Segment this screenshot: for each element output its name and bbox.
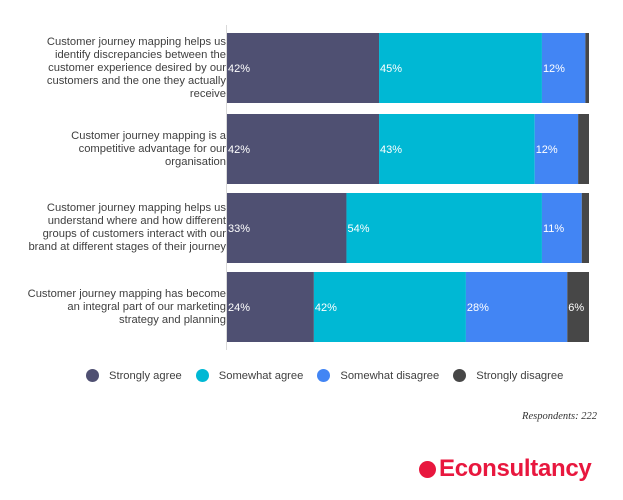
- bar-segment-somewhat-agree: [313, 272, 466, 342]
- category-label-3: Customer journey mapping helps us underst…: [11, 202, 226, 254]
- bar-segment-somewhat-disagree: [541, 193, 582, 263]
- legend-item-somewhat-disagree: Somewhat disagree: [317, 369, 439, 382]
- category-label-2: Customer journey mapping is a competitive…: [11, 130, 226, 169]
- bar-segment-somewhat-disagree: [534, 114, 579, 184]
- bar-segment-somewhat-agree: [379, 114, 535, 184]
- stacked-bar-chart: 42% 45% 12% 42% 43% 12% 33% 54% 11% 24% 42% 28% 6%: [226, 25, 589, 350]
- bar-segment-strongly-agree: [227, 33, 380, 103]
- legend-item-strongly-disagree: Strongly disagree: [453, 369, 563, 382]
- category-label-line: receive: [189, 87, 226, 100]
- category-label-4: Customer journey mapping has become an in…: [11, 288, 226, 327]
- category-label-line: organisation: [165, 155, 226, 168]
- category-label-line: Customer journey mapping is a: [71, 129, 226, 142]
- legend-item-somewhat-agree: Somewhat agree: [195, 369, 304, 382]
- legend-label: Strongly agree: [109, 369, 182, 382]
- legend-swatch-icon: [317, 369, 331, 382]
- category-label-line: understand where and how different: [47, 215, 226, 227]
- category-label-line: groups of customers interact with our: [42, 228, 226, 240]
- bar-segment-somewhat-agree: [346, 193, 542, 263]
- brand-dot-icon: [419, 460, 436, 478]
- data-label: 45%: [380, 63, 402, 75]
- data-label: 28%: [467, 302, 489, 314]
- category-label-line: Customer journey mapping has become: [27, 287, 226, 300]
- bar-segment-strongly-disagree: [567, 272, 589, 342]
- category-label-line: customers and the one they actually: [46, 74, 226, 87]
- data-label: 12%: [543, 63, 565, 75]
- brand-logo: Econsultancy: [419, 455, 592, 483]
- category-label-line: customer experience desired by our: [48, 61, 226, 74]
- legend-label: Somewhat disagree: [340, 369, 440, 382]
- data-label: 42%: [228, 144, 250, 156]
- bar-segment-strongly-disagree: [578, 114, 589, 184]
- bar-segment-strongly-disagree: [585, 33, 589, 103]
- category-label-line: Customer journey mapping helps us: [46, 35, 226, 48]
- data-label: 12%: [536, 144, 558, 156]
- data-label: 24%: [228, 302, 250, 314]
- data-label: 33%: [228, 223, 250, 235]
- bar-row-2: 42% 43% 12%: [227, 114, 589, 184]
- legend-swatch-icon: [195, 369, 209, 382]
- bar-segment-strongly-agree: [227, 272, 314, 342]
- category-label-line: competitive advantage for our: [78, 142, 226, 155]
- legend-item-strongly-agree: Strongly agree: [86, 369, 182, 382]
- legend-swatch-icon: [453, 369, 467, 382]
- data-label: 54%: [347, 223, 369, 235]
- bar-segment-strongly-agree: [227, 193, 347, 263]
- bar-row-3: 33% 54% 11%: [227, 193, 589, 263]
- category-label-line: identify discrepancies between the: [54, 48, 226, 61]
- legend-label: Somewhat agree: [218, 369, 304, 382]
- data-label: 42%: [315, 302, 337, 314]
- category-label-line: strategy and planning: [119, 313, 226, 326]
- category-label-1: Customer journey mapping helps us identif…: [11, 36, 226, 101]
- bar-row-4: 24% 42% 28% 6%: [227, 272, 589, 342]
- brand-name: Econsultancy: [439, 455, 592, 482]
- respondents-note: Respondents: 222: [522, 411, 597, 422]
- bar-segment-somewhat-disagree: [465, 272, 568, 342]
- bars-group: 42% 45% 12% 42% 43% 12% 33% 54% 11% 24% 42% 28% 6%: [227, 33, 589, 342]
- data-label: 42%: [228, 63, 250, 75]
- legend-swatch-icon: [86, 369, 99, 382]
- category-label-line: an integral part of our marketing: [67, 300, 226, 313]
- bar-segment-strongly-agree: [227, 114, 380, 184]
- bar-segment-somewhat-disagree: [541, 33, 586, 103]
- bar-row-1: 42% 45% 12%: [227, 33, 589, 103]
- data-label: 11%: [543, 223, 564, 235]
- data-label: 43%: [380, 144, 402, 156]
- category-label-line: brand at different stages of their journ…: [28, 241, 226, 253]
- data-label: 6%: [568, 302, 584, 314]
- bar-segment-somewhat-agree: [379, 33, 542, 103]
- legend: Strongly agree Somewhat agree Somewhat dis…: [86, 369, 577, 382]
- category-label-line: Customer journey mapping helps us: [46, 202, 226, 214]
- legend-label: Strongly disagree: [476, 369, 564, 382]
- bar-segment-strongly-disagree: [581, 193, 589, 263]
